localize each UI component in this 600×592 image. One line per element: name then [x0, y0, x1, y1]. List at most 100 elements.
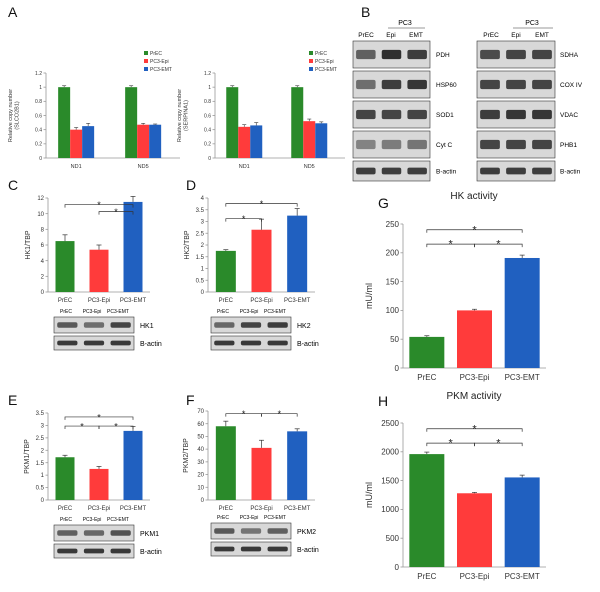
blot-band [356, 139, 376, 150]
blot-e: PrEC PC3-Epi PC3-EMT PKM1 B-actin [53, 517, 162, 559]
blot-label: HK1 [140, 323, 154, 330]
legend-label: PrEC [150, 51, 162, 57]
group-label: PC3 [525, 20, 539, 27]
y-tick-label: 0 [208, 156, 211, 162]
x-category-label: PC3-Epi [88, 506, 110, 512]
y-tick-label: 2 [41, 448, 45, 454]
significance-star: * [97, 412, 101, 422]
y-axis-label: Relative copy number(SERPINA1) [177, 89, 190, 142]
blot-strip [210, 316, 292, 334]
bar-pc3-emt [250, 125, 263, 158]
y-tick-label: 150 [386, 277, 400, 286]
blot-band [381, 139, 402, 150]
blot-strip [210, 522, 292, 540]
lane-label: PC3-EMT [107, 517, 129, 523]
y-tick-label: 2.5 [196, 231, 205, 237]
blot-d: PrEC PC3-Epi PC3-EMT HK2 B-actin [210, 309, 319, 351]
y-tick-label: 0 [41, 498, 45, 504]
legend-label: PC3-Epi [150, 59, 169, 65]
y-tick-label: 70 [197, 409, 204, 415]
y-tick-label: 250 [386, 220, 400, 229]
x-category-label: PC3-EMT [505, 373, 540, 382]
blot-band [214, 340, 235, 346]
bar-prec [226, 87, 239, 158]
lane-label: PrEC [60, 517, 72, 523]
blot-band [381, 49, 402, 60]
blot-label: B-actin [140, 549, 162, 556]
lane-label: EMT [409, 32, 423, 39]
chart-A2: 0 0.2 0.4 0.6 0.8 1 1.2 Relative copy number(SE… [177, 51, 345, 170]
blot-strip-left [352, 160, 431, 182]
blot-label: PKM1 [140, 531, 159, 538]
significance-star: * [496, 239, 501, 251]
blot-label: PKM2 [297, 529, 316, 536]
y-tick-label: 100 [386, 306, 400, 315]
y-tick-label: 0.5 [36, 486, 45, 492]
y-tick-label: 0 [395, 364, 400, 373]
bar-pc3-epi [457, 310, 492, 368]
y-tick-label: 1 [208, 85, 211, 91]
blot-band [240, 528, 262, 534]
blot-strip-left [352, 130, 431, 159]
blot-band [267, 546, 288, 552]
lane-label: PC3-EMT [107, 309, 129, 315]
x-category-label: PrEC [219, 298, 234, 304]
y-axis-label: HK1/TBP [25, 230, 32, 260]
y-tick-label: 4 [201, 196, 205, 202]
blot-label: VDAC [560, 112, 578, 119]
significance-bracket [64, 416, 134, 420]
y-tick-label: 1000 [381, 505, 399, 514]
y-tick-label: 30 [197, 460, 204, 466]
y-tick-label: 200 [386, 249, 400, 258]
y-tick-label: 0.2 [204, 142, 211, 148]
chart-D: 0 0.5 1 1.5 2 2.5 3 3.5 4 HK2/TBP PrEC PC3-Epi PC3-E… [184, 196, 315, 304]
legend-swatch [309, 51, 313, 55]
y-tick-label: 50 [197, 435, 204, 441]
y-tick-label: 0.8 [204, 99, 211, 105]
y-tick-label: 3 [41, 424, 45, 430]
panel-letter: H [378, 393, 388, 409]
blot-label: PDH [436, 52, 450, 59]
significance-bracket [225, 203, 298, 207]
significance-star: * [260, 199, 264, 209]
blot-band [532, 139, 552, 150]
blot-band [240, 322, 262, 328]
y-tick-label: 0.4 [204, 127, 211, 133]
y-tick-label: 4 [41, 259, 45, 265]
blot-band [480, 109, 500, 120]
bar-prec [58, 87, 71, 158]
blot-band [506, 139, 526, 150]
blot-strip [210, 335, 292, 351]
blot-label: PHB1 [560, 142, 577, 149]
bar-prec [55, 457, 75, 500]
x-category-label: PrEC [219, 506, 234, 512]
blot-band [110, 322, 131, 328]
chart-title: PKM activity [446, 391, 501, 402]
blot-f: PrEC PC3-Epi PC3-EMT PKM2 B-actin [210, 515, 319, 557]
x-category-label: PrEC [417, 373, 436, 382]
blot-strip-left [352, 100, 431, 129]
y-tick-label: 6 [41, 243, 45, 249]
panel-letters-layer: A B C D E F G H [8, 4, 389, 409]
blot-band [381, 79, 402, 90]
lane-label: PC3-EMT [264, 515, 286, 521]
y-tick-label: 1.5 [196, 255, 205, 261]
legend-swatch [144, 67, 148, 71]
legend-swatch [144, 59, 148, 63]
blot-band [356, 109, 376, 120]
blot-label: B-actin [297, 547, 319, 554]
blot-strip [210, 541, 292, 557]
y-tick-label: 0.5 [196, 278, 205, 284]
y-tick-label: 50 [390, 335, 399, 344]
blot-strip-left [352, 70, 431, 99]
x-category-label: PrEC [58, 506, 73, 512]
x-category-label: PC3-EMT [120, 506, 147, 512]
bar-pc3-emt [82, 126, 95, 158]
bar-pc3-epi [303, 121, 316, 158]
blot-strip-right [476, 160, 556, 182]
blot-band [506, 49, 526, 60]
y-tick-label: 1.2 [204, 71, 211, 77]
lane-label: PC3-Epi [83, 517, 102, 523]
lane-label: Epi [386, 32, 395, 39]
x-category-label: PC3-Epi [88, 298, 110, 304]
